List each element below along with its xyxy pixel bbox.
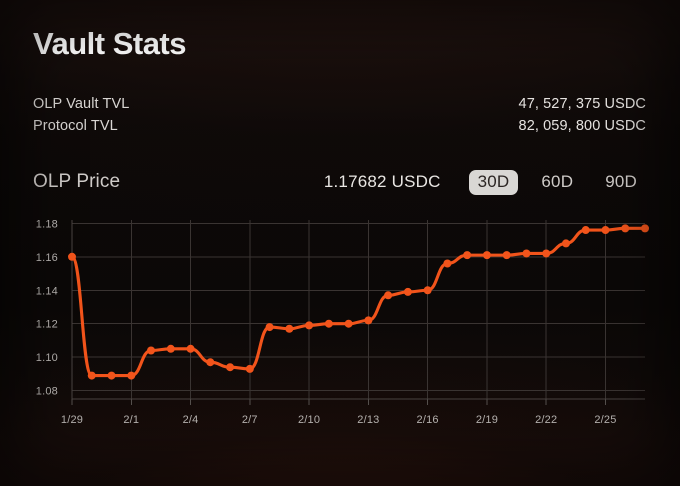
series-data-point[interactable] (285, 324, 294, 333)
series-data-point[interactable] (68, 252, 76, 261)
range-button-90d[interactable]: 90D (596, 170, 646, 195)
chart-gridlines (71, 220, 645, 405)
series-data-point[interactable] (384, 291, 393, 300)
stat-row-olp-vault-tvl: OLP Vault TVL 47, 527, 375 USDC (33, 93, 646, 115)
stat-value: 47, 527, 375 USDC (518, 96, 646, 112)
series-data-point[interactable] (245, 364, 254, 373)
x-axis-tick-label: 2/1 (123, 414, 139, 426)
series-data-point[interactable] (641, 224, 649, 233)
price-row: OLP Price 1.17682 USDC 30D 60D 90D (33, 168, 646, 196)
series-data-point[interactable] (403, 287, 412, 296)
y-axis-tick-label: 1.08 (36, 386, 58, 398)
price-label: OLP Price (33, 171, 121, 192)
series-data-point[interactable] (482, 251, 491, 260)
y-axis-tick-label: 1.18 (36, 218, 58, 230)
stats-list: OLP Vault TVL 47, 527, 375 USDC Protocol… (33, 93, 646, 137)
stat-value: 82, 059, 800 USDC (518, 118, 646, 134)
price-chart-svg[interactable]: 1.08 1.10 1.12 1.14 1.16 1.18 1/29 2/1 2/4 2/7 2/… (0, 206, 680, 446)
series-data-point[interactable] (364, 316, 373, 325)
series-data-point[interactable] (561, 239, 570, 248)
range-selector: 30D 60D 90D (468, 169, 646, 195)
series-data-point[interactable] (206, 358, 215, 367)
series-data-point[interactable] (324, 319, 333, 328)
series-data-point[interactable] (581, 226, 590, 235)
x-axis-tick-label: 2/19 (476, 414, 498, 426)
series-data-point[interactable] (443, 259, 452, 268)
chart-y-axis-labels: 1.08 1.10 1.12 1.14 1.16 1.18 (36, 218, 58, 397)
series-data-point[interactable] (344, 319, 353, 328)
series-data-point[interactable] (166, 344, 175, 353)
series-line (70, 226, 647, 378)
x-axis-tick-label: 2/7 (242, 414, 258, 426)
series-data-point[interactable] (601, 226, 610, 235)
y-axis-tick-label: 1.12 (36, 319, 58, 331)
series-data-point[interactable] (87, 371, 96, 380)
x-axis-tick-label: 2/4 (183, 414, 199, 426)
series-data-point[interactable] (423, 286, 432, 295)
series-data-point[interactable] (502, 251, 511, 260)
series-data-point[interactable] (522, 249, 531, 258)
y-axis-tick-label: 1.10 (36, 352, 58, 364)
x-axis-tick-label: 2/16 (417, 414, 439, 426)
y-axis-tick-label: 1.16 (36, 252, 58, 264)
x-axis-tick-label: 2/13 (357, 414, 379, 426)
series-data-point[interactable] (226, 363, 235, 372)
series-data-point[interactable] (463, 251, 472, 260)
series-data-point[interactable] (107, 371, 116, 380)
x-axis-tick-label: 2/22 (535, 414, 557, 426)
page-title: Vault Stats (33, 26, 187, 61)
stat-label: OLP Vault TVL (33, 96, 130, 112)
series-data-point[interactable] (127, 371, 136, 380)
range-button-30d[interactable]: 30D (468, 169, 519, 195)
stat-label: Protocol TVL (33, 118, 118, 134)
series-data-point[interactable] (147, 346, 156, 355)
price-value: 1.17682 USDC (323, 172, 441, 191)
range-button-60d[interactable]: 60D (532, 170, 582, 195)
y-axis-tick-label: 1.14 (36, 285, 58, 297)
series-data-point[interactable] (621, 224, 630, 233)
series-data-point[interactable] (265, 323, 274, 332)
series-data-point[interactable] (542, 249, 551, 258)
x-axis-tick-label: 2/10 (298, 414, 320, 426)
x-axis-tick-label: 1/29 (61, 414, 83, 426)
x-axis-tick-label: 2/25 (594, 414, 616, 426)
stat-row-protocol-tvl: Protocol TVL 82, 059, 800 USDC (33, 115, 646, 137)
price-chart[interactable]: 1.08 1.10 1.12 1.14 1.16 1.18 1/29 2/1 2/4 2/7 2/… (0, 206, 680, 446)
chart-series (68, 224, 649, 380)
chart-x-axis-labels: 1/29 2/1 2/4 2/7 2/10 2/13 2/16 2/19 2/22 2/25 (61, 414, 617, 426)
series-data-point[interactable] (305, 321, 314, 330)
series-data-point[interactable] (186, 344, 195, 353)
